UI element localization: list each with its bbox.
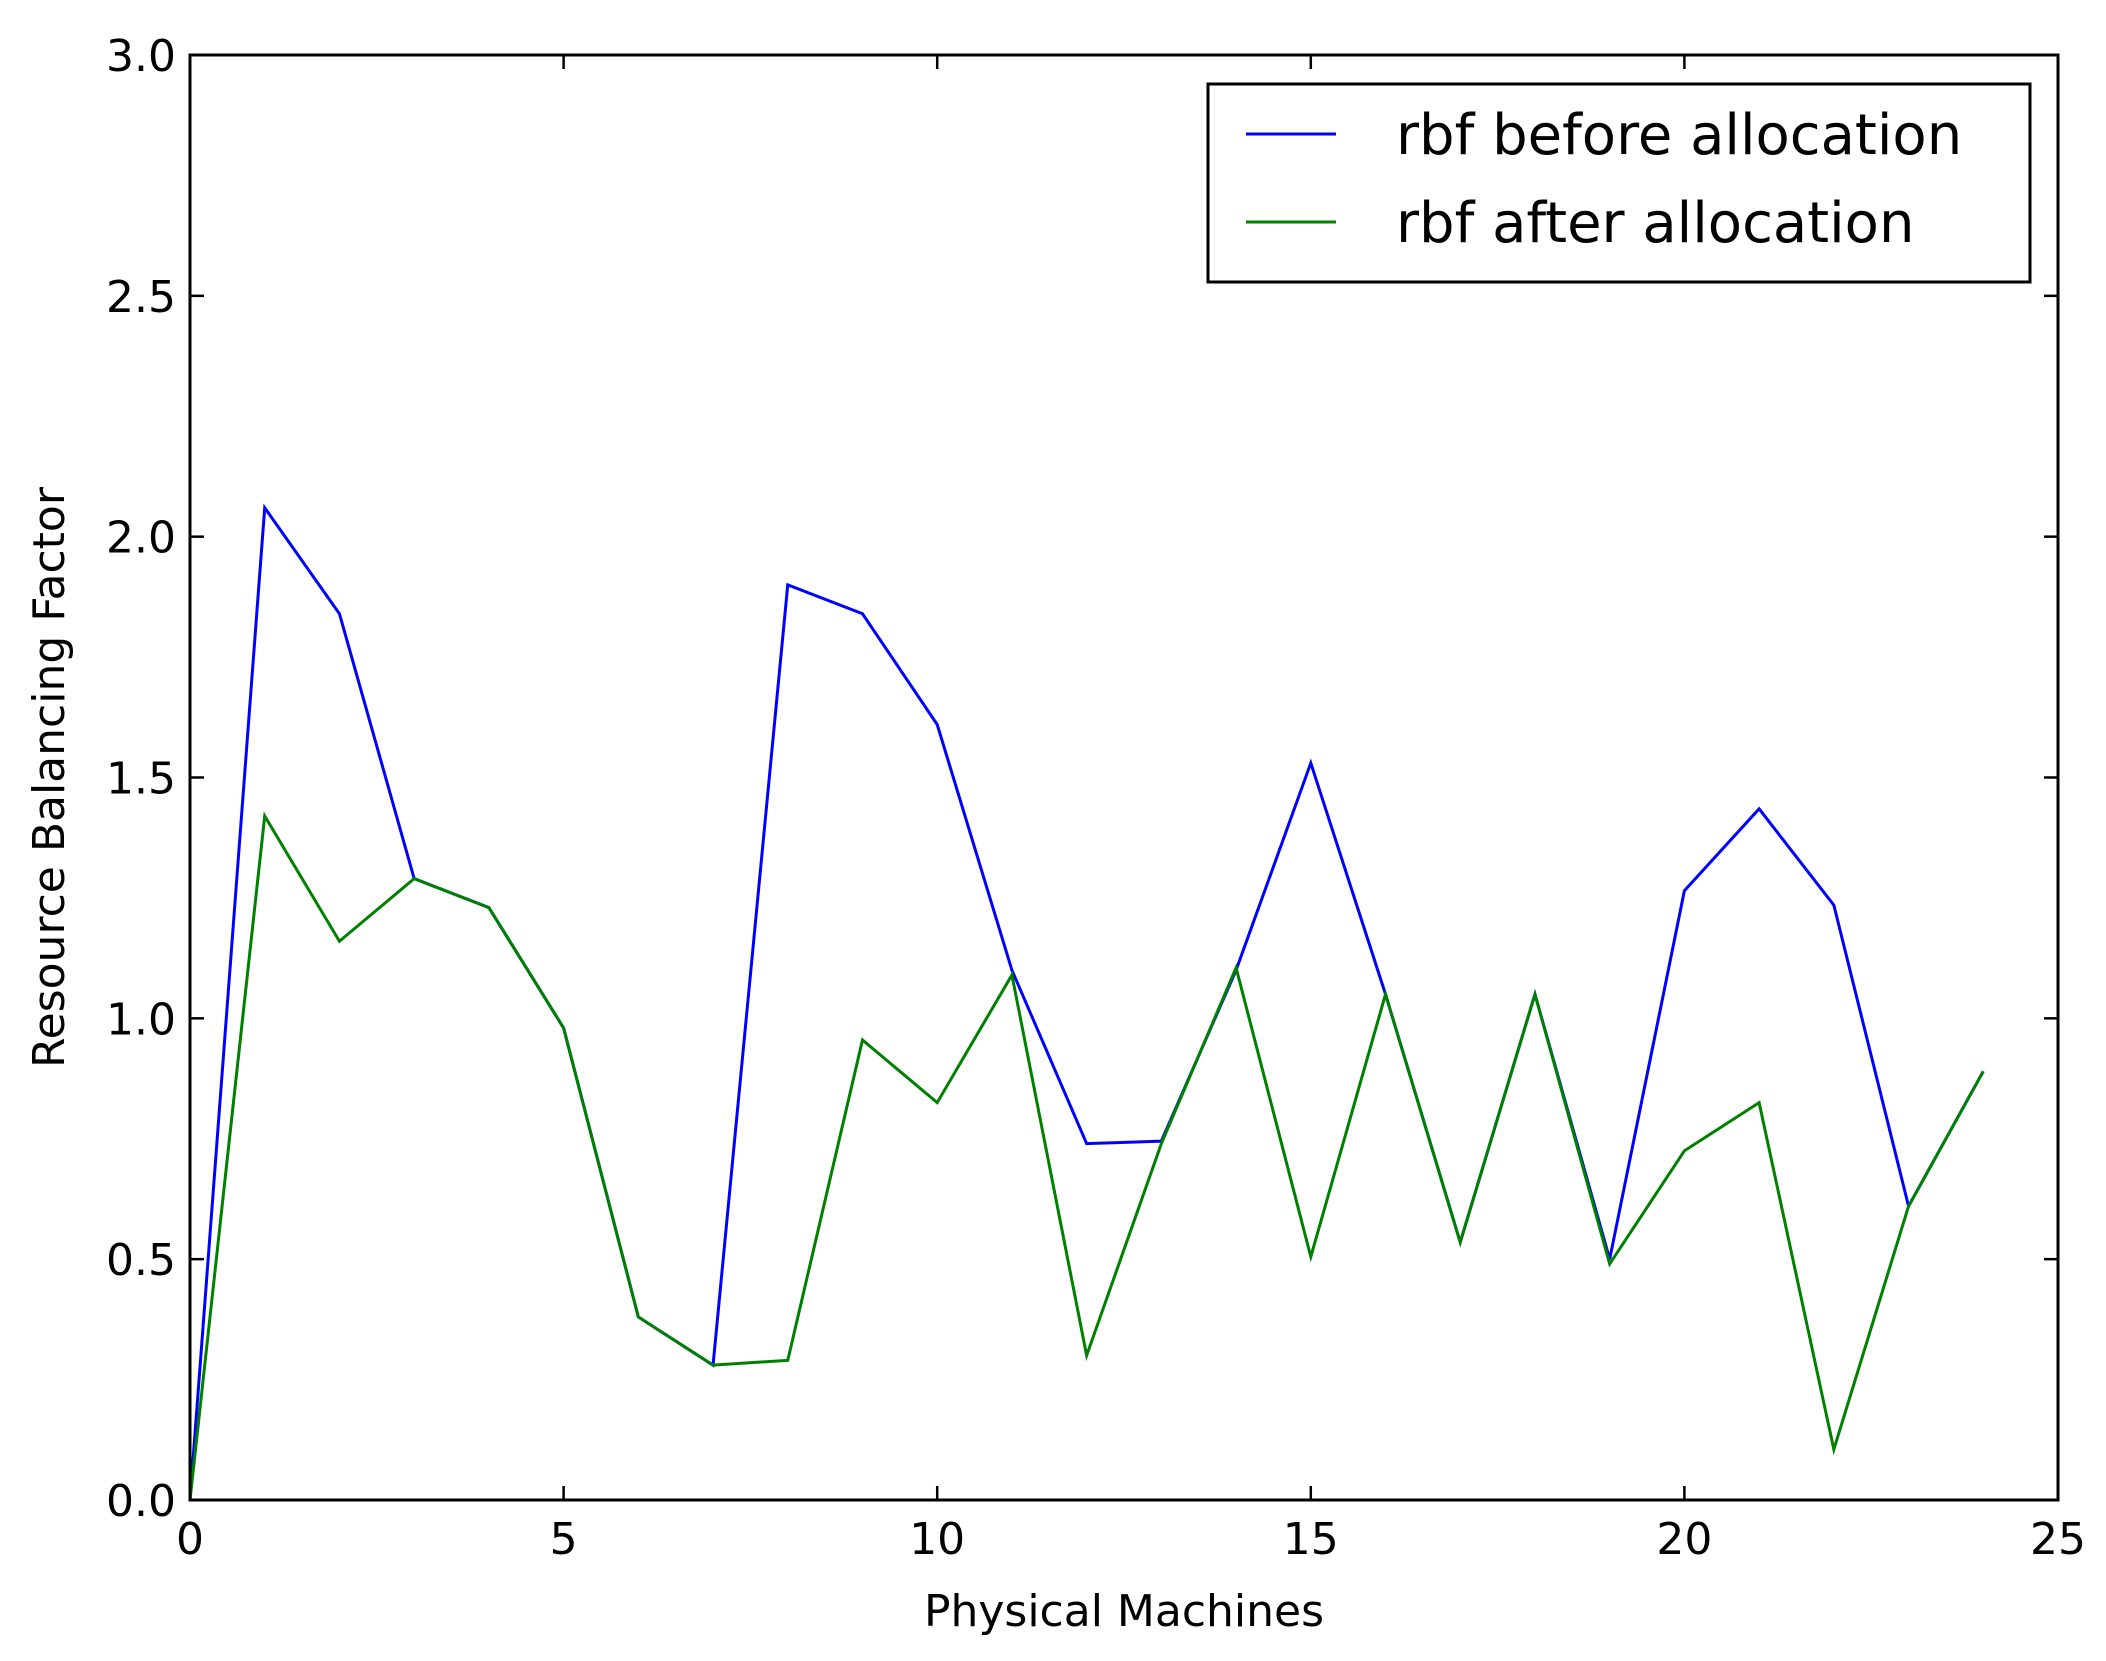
y-axis-title: Resource Balancing Factor (24, 486, 75, 1068)
x-axis-title: Physical Machines (924, 1586, 1324, 1637)
x-tick-label: 10 (909, 1514, 965, 1565)
y-tick-label: 0.5 (106, 1235, 176, 1286)
x-tick-label: 5 (550, 1514, 578, 1565)
tick-label-layer: 0 5 10 15 20 25 0.0 0.5 1.0 1.5 2.0 2.5 3.0 (106, 31, 2086, 1565)
x-tick-label: 15 (1283, 1514, 1339, 1565)
y-tick-label: 3.0 (106, 31, 176, 82)
x-tick-label: 25 (2030, 1514, 2086, 1565)
y-tick-label: 1.5 (106, 754, 176, 805)
series-layer (188, 503, 1985, 1501)
legend-box (1206, 82, 2032, 284)
y-tick-label: 0.0 (106, 1476, 176, 1527)
x-tick-label: 20 (1656, 1514, 1712, 1565)
plot-frame (188, 53, 2060, 1502)
y-tick-label: 2.0 (106, 513, 176, 564)
series-line-after-allocation (188, 811, 1985, 1501)
legend: rbf before allocation rbf after allocatio… (1206, 82, 2032, 284)
x-tick-label: 0 (176, 1514, 204, 1565)
legend-label: rbf after allocation (1396, 191, 1914, 256)
y-tick-label: 2.5 (106, 272, 176, 323)
legend-label: rbf before allocation (1396, 103, 1962, 168)
y-tick-label: 1.0 (106, 994, 176, 1045)
